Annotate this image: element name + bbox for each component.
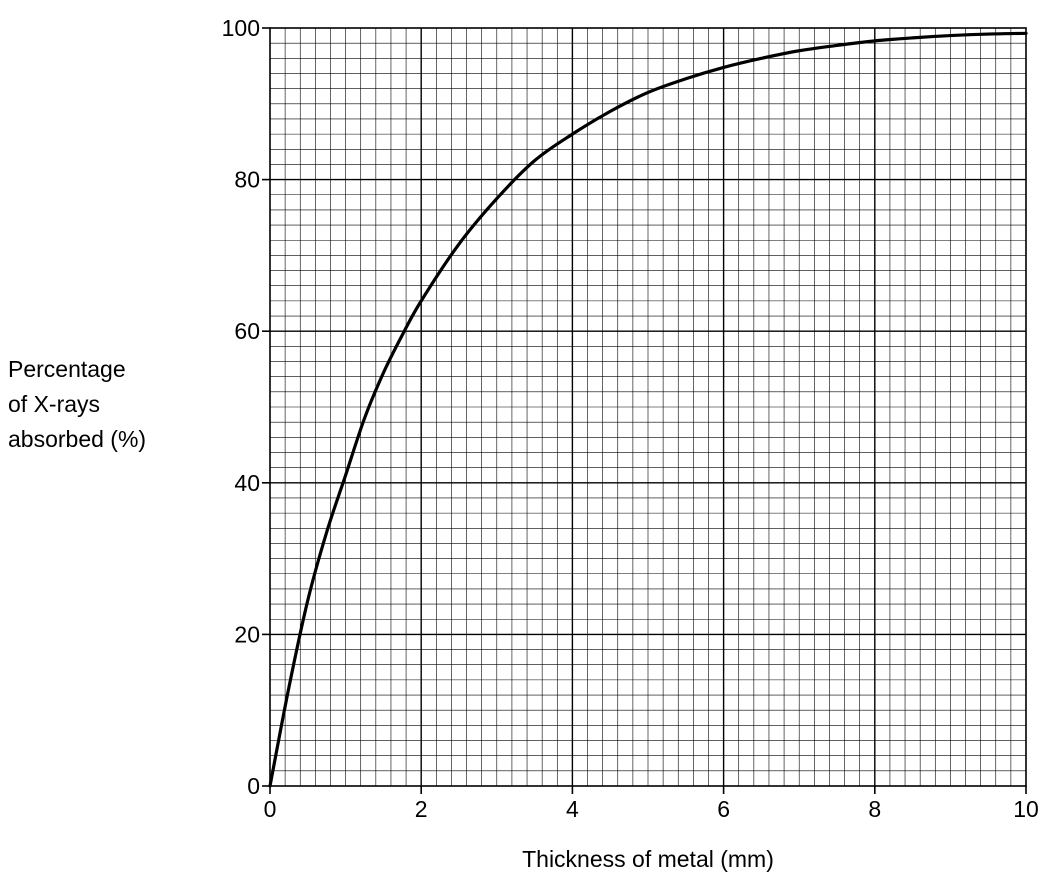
absorption-curve <box>268 31 1028 788</box>
x-axis-ticks: 0 2 4 6 8 10 <box>264 786 1039 822</box>
y-tick-label: 20 <box>234 621 260 647</box>
x-tick-label: 10 <box>1013 796 1039 822</box>
y-axis-title-line-1: Percentage <box>8 356 126 382</box>
y-tick-label: 40 <box>234 470 260 496</box>
x-tick-label: 2 <box>415 796 428 822</box>
x-axis-title: Thickness of metal (mm) <box>522 846 774 872</box>
x-tick-label: 0 <box>264 796 277 822</box>
minor-gridlines <box>270 28 1026 786</box>
plot-frame <box>269 27 1027 787</box>
series-layer <box>268 31 1028 788</box>
y-tick-label: 80 <box>234 167 260 193</box>
x-tick-label: 8 <box>868 796 881 822</box>
y-axis-title-line-2: of X-rays <box>8 391 100 417</box>
x-tick-label: 4 <box>566 796 579 822</box>
y-axis-title-line-3: absorbed (%) <box>8 426 146 452</box>
y-axis-ticks: 0 20 40 60 80 100 <box>222 15 270 799</box>
major-gridlines <box>270 28 1026 786</box>
y-tick-label: 60 <box>234 318 260 344</box>
y-axis-title: Percentage of X-rays absorbed (%) <box>8 356 146 452</box>
y-tick-label: 0 <box>247 773 260 799</box>
y-tick-label: 100 <box>222 15 260 41</box>
x-tick-label: 6 <box>717 796 730 822</box>
